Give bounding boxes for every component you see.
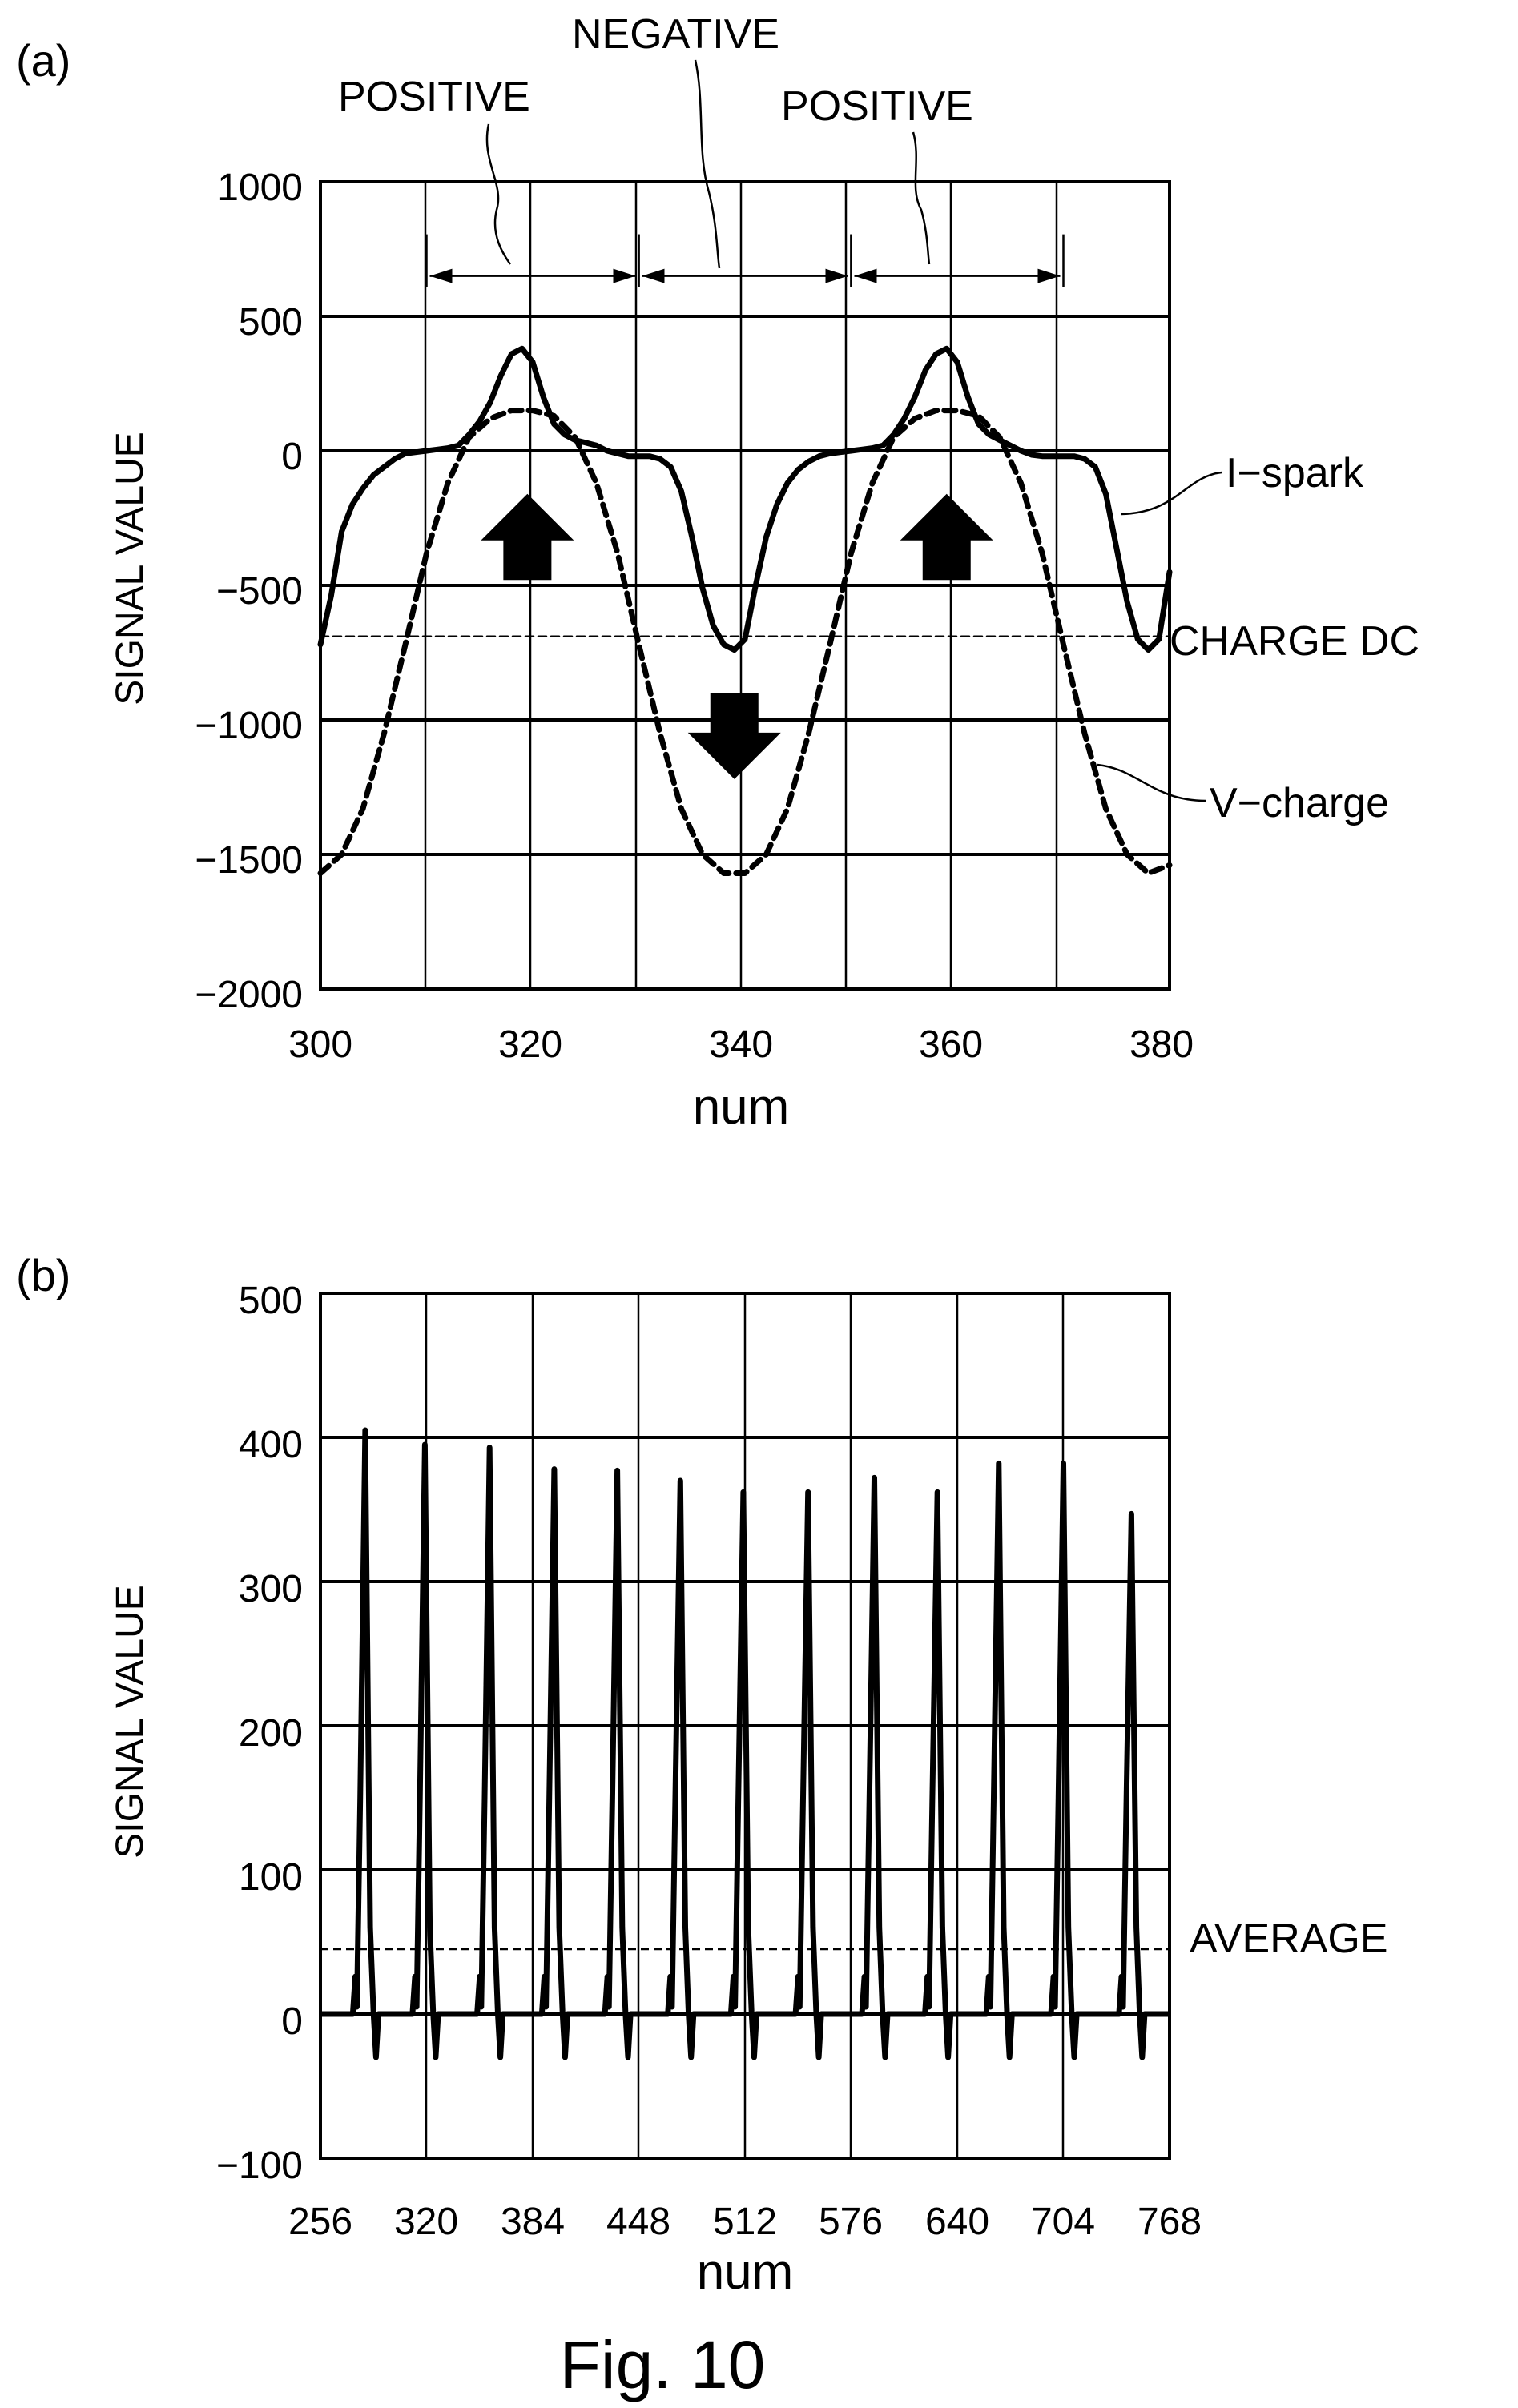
y-tick-label: 500 [239,301,303,344]
panel-b-xlabel: num [697,2245,794,2300]
x-tick-label: 300 [288,1023,352,1066]
label-positive-2: POSITIVE [781,83,973,130]
leader-v-charge [1097,763,1206,802]
x-tick-label: 320 [498,1023,562,1066]
y-tick-label: 100 [239,1856,303,1899]
x-tick-label: 380 [1129,1023,1194,1066]
leader-positive-1 [485,123,512,265]
label-positive-1: POSITIVE [338,74,530,120]
label-v-charge: V−charge [1210,780,1389,826]
y-tick-label: −100 [216,2145,303,2187]
panel-a-grid [320,182,1170,989]
panel-b-y-tick-labels: 500 400 300 200 100 0 −100 [216,1280,303,2187]
panel-a-y-tick-labels: 1000 500 0 −500 −1000 −1500 −2000 [195,167,303,1016]
span-arrow-1 [425,234,640,287]
x-tick-label: 340 [709,1023,773,1066]
block-arrow-down-2 [687,693,781,779]
y-tick-label: −500 [216,570,303,613]
panel-a-x-tick-labels: 300 320 340 360 380 [288,1023,1194,1066]
figure-caption: Fig. 10 [560,2327,766,2402]
label-negative: NEGATIVE [572,11,779,58]
panel-b-ylabel: SIGNAL VALUE [109,1585,151,1858]
leader-negative [694,59,721,269]
x-tick-label: 384 [501,2201,565,2243]
y-tick-label: 300 [239,1568,303,1610]
x-tick-label: 320 [394,2201,458,2243]
x-tick-label: 448 [606,2201,670,2243]
series-v-charge-line [317,408,1173,876]
panel-a-series-layer [317,345,1173,876]
block-arrow-up-1 [481,493,574,581]
panel-a-annotation-layer [425,234,1065,779]
panel-a-xlabel: num [693,1079,790,1135]
y-tick-label: 500 [239,1280,303,1322]
panel-b-plot-frame [319,1292,1171,2160]
y-tick-label: 0 [281,2000,303,2043]
x-tick-label: 640 [925,2201,989,2243]
y-tick-label: 1000 [217,167,303,209]
panel-b-x-tick-labels: 256 320 384 448 512 576 640 704 768 [288,2201,1202,2243]
span-arrow-3 [850,234,1065,287]
x-tick-label: 512 [713,2201,777,2243]
x-tick-label: 360 [919,1023,983,1066]
panel-a-label: (a) [16,35,70,86]
panel-a-ylabel: SIGNAL VALUE [109,432,151,705]
x-tick-label: 256 [288,2201,352,2243]
panel-b-series-layer [320,1427,1170,2060]
series-i-spark-line [317,345,1173,653]
label-i-spark: I−spark [1226,450,1364,496]
block-arrow-up-3 [900,493,993,581]
y-tick-label: 200 [239,1712,303,1755]
leader-i-spark [1121,471,1222,516]
y-tick-label: −1500 [195,839,303,882]
panel-a: (a) SIGNAL VALUE 1000 500 0 −500 −1000 −… [16,11,1419,1135]
leader-positive-2 [912,131,931,265]
y-tick-label: 400 [239,1424,303,1466]
x-tick-label: 768 [1137,2201,1202,2243]
y-tick-label: −1000 [195,705,303,747]
panel-b-label: (b) [16,1250,70,1300]
y-tick-label: −2000 [195,974,303,1016]
series-i-spark-line [320,1427,1170,2060]
panel-b: (b) SIGNAL VALUE 500 400 300 200 100 0 −… [16,1250,1388,2300]
label-average: AVERAGE [1190,1916,1388,1962]
y-tick-label: 0 [281,436,303,478]
span-arrow-2 [638,234,852,287]
x-tick-label: 576 [819,2201,883,2243]
x-tick-label: 704 [1031,2201,1095,2243]
label-charge-dc: CHARGE DC [1170,618,1419,665]
